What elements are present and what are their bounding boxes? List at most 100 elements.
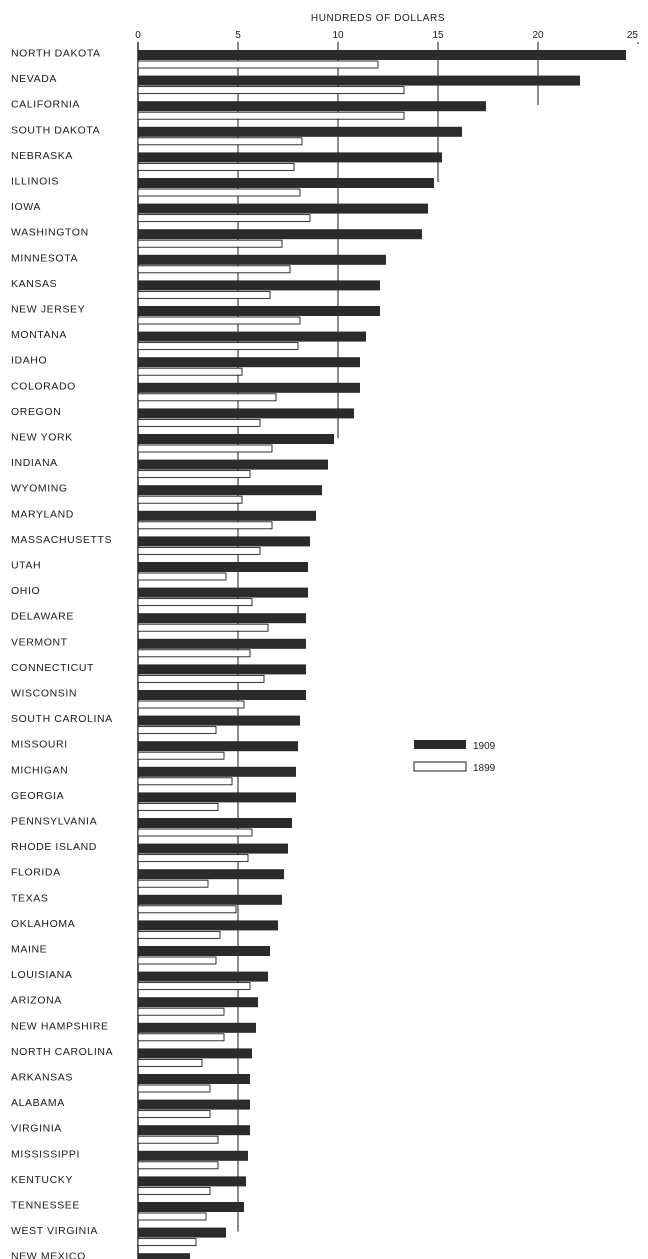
bar-1899 xyxy=(137,649,251,658)
bar-1909 xyxy=(138,766,296,777)
category-label: KENTUCKY xyxy=(11,1174,73,1186)
bar-1899 xyxy=(137,1238,197,1247)
bar-1909 xyxy=(138,1202,244,1212)
bar-1909 xyxy=(138,664,306,675)
bar-1899 xyxy=(137,162,295,171)
bar-1899 xyxy=(137,623,269,632)
bar-1899 xyxy=(137,393,277,402)
category-label: ARIZONA xyxy=(11,995,62,1007)
bar-1909 xyxy=(138,1227,226,1238)
bar-1909 xyxy=(138,75,580,86)
bar-1899 xyxy=(137,598,253,607)
category-label: VERMONT xyxy=(11,636,68,648)
category-label: PENNSYLVANIA xyxy=(11,816,97,828)
bar-1899 xyxy=(137,1161,219,1170)
bar-1899 xyxy=(137,214,311,223)
bar-1899 xyxy=(137,316,301,325)
category-label: CONNECTICUT xyxy=(11,662,94,674)
legend: 1909 1899 xyxy=(413,740,496,774)
x-axis-title: HUNDREDS OF DOLLARS xyxy=(311,13,445,24)
category-label: NEBRASKA xyxy=(11,150,73,162)
category-label: OREGON xyxy=(11,406,61,418)
bar-1899 xyxy=(137,60,379,69)
bar-1909 xyxy=(138,562,308,572)
category-label: RHODE ISLAND xyxy=(11,841,97,853)
category-label: UTAH xyxy=(11,560,41,572)
category-label: SOUTH DAKOTA xyxy=(11,124,100,136)
bar-1899 xyxy=(137,956,217,965)
bar-1909 xyxy=(138,254,386,265)
bar-1909 xyxy=(138,331,366,342)
bar-1909 xyxy=(138,613,306,624)
category-label: ILLINOIS xyxy=(11,176,59,188)
bar-1909 xyxy=(138,101,486,112)
bar-1909 xyxy=(138,536,310,547)
category-label: OHIO xyxy=(11,585,40,597)
bar-1899 xyxy=(137,777,233,786)
bar-1909 xyxy=(138,485,322,496)
bar-1909 xyxy=(138,229,422,240)
bar-1899 xyxy=(137,1110,211,1119)
bar-1899 xyxy=(137,188,301,197)
category-label: WISCONSIN xyxy=(11,688,77,700)
bar-1899 xyxy=(137,1186,211,1195)
bar-1899 xyxy=(137,828,253,837)
category-label: MAINE xyxy=(11,944,47,956)
bar-1909 xyxy=(138,357,360,368)
category-label: TENNESSEE xyxy=(11,1200,80,1212)
bar-1899 xyxy=(137,470,251,479)
category-label: LOUISIANA xyxy=(11,969,72,981)
category-label: NEW JERSEY xyxy=(11,304,85,316)
bar-1909 xyxy=(138,869,284,880)
legend-swatch-1899 xyxy=(413,761,467,772)
bar-1899 xyxy=(137,700,245,709)
bar-1899 xyxy=(137,930,221,939)
bar-1899 xyxy=(137,342,299,351)
bar-1899 xyxy=(137,86,405,95)
bar-1899 xyxy=(137,418,261,427)
bar-1909 xyxy=(138,203,428,214)
category-label: NORTH DAKOTA xyxy=(11,48,101,60)
bar-1909 xyxy=(138,306,380,316)
bar-1909 xyxy=(138,997,258,1008)
x-tick-label: 5 xyxy=(235,30,241,41)
category-label: MARYLAND xyxy=(11,508,74,520)
category-labels: NORTH DAKOTA NEVADA CALIFORNIA SOUTH DAKOTA… xyxy=(11,48,113,1259)
category-label: INDIANA xyxy=(11,457,58,469)
category-label: MISSOURI xyxy=(11,739,68,751)
bar-1899 xyxy=(137,1084,211,1093)
x-tick-label: 15 xyxy=(432,30,444,41)
x-tick-label: 10 xyxy=(332,30,344,41)
bar-1899 xyxy=(137,546,261,555)
bar-1909 xyxy=(138,50,626,60)
category-label: NEW HAMPSHIRE xyxy=(11,1020,109,1032)
bar-1899 xyxy=(137,674,265,683)
bar-1899 xyxy=(137,444,273,453)
bar-1909 xyxy=(138,408,354,419)
category-label: MASSACHUSETTS xyxy=(11,534,112,546)
category-label: SOUTH CAROLINA xyxy=(11,713,113,725)
bar-1899 xyxy=(137,905,237,914)
category-label: MONTANA xyxy=(11,329,67,341)
bar-1909 xyxy=(138,1150,248,1161)
legend-label-1909: 1909 xyxy=(473,741,496,752)
category-label: MISSISSIPPI xyxy=(11,1148,80,1160)
category-label: WASHINGTON xyxy=(11,227,89,239)
category-label: WEST VIRGINIA xyxy=(11,1225,98,1237)
bar-1909 xyxy=(138,459,328,470)
bar-1909 xyxy=(138,1074,250,1084)
bar-1909 xyxy=(138,510,316,521)
bar-1909 xyxy=(138,280,380,291)
category-label: MICHIGAN xyxy=(11,764,68,776)
bar-1899 xyxy=(137,1007,225,1016)
category-label: CALIFORNIA xyxy=(11,99,80,111)
bar-1899 xyxy=(137,879,209,888)
bar-1899 xyxy=(137,290,271,299)
category-label: IOWA xyxy=(11,201,41,213)
bar-1909 xyxy=(138,1253,190,1259)
category-label: NEW YORK xyxy=(11,432,73,444)
x-tick-label: 20 xyxy=(532,30,544,41)
legend-swatch-1909 xyxy=(414,740,466,749)
category-label: OKLAHOMA xyxy=(11,918,75,930)
